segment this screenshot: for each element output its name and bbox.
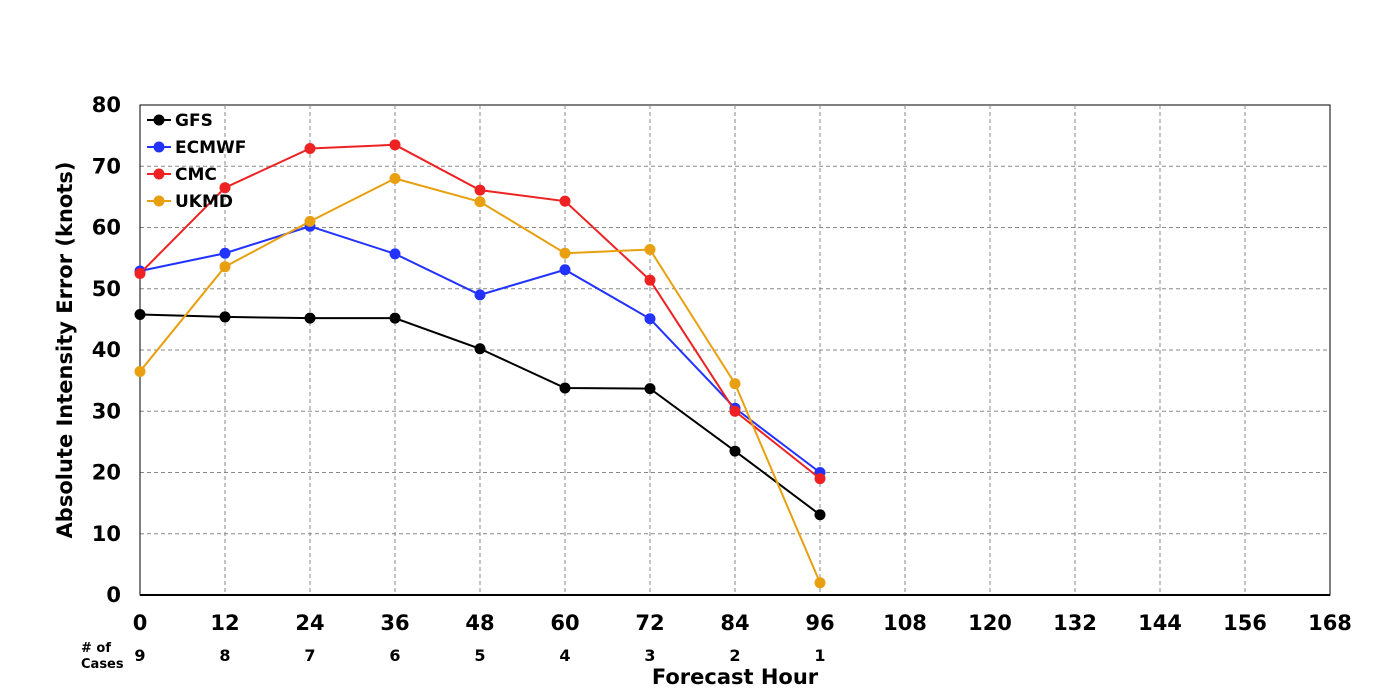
- cases-count: 4: [559, 646, 570, 665]
- data-point-gfs: [304, 312, 316, 324]
- y-axis-title: Absolute Intensity Error (knots): [53, 162, 77, 539]
- series-gfs: [134, 308, 826, 521]
- data-point-gfs: [644, 383, 656, 395]
- y-tick-label: 60: [92, 216, 121, 240]
- x-tick-labels: 0 12 24 36 48 60 72 84 96 108 120 132 144 156 168: [133, 611, 1352, 635]
- cases-row: # of Cases 9 8 7 6 5 4 3 2 1: [81, 641, 826, 672]
- data-point-cmc: [304, 142, 316, 154]
- cases-label-line1: # of: [81, 641, 111, 656]
- x-tick-label: 60: [550, 611, 579, 635]
- x-axis-title: Forecast Hour: [652, 665, 819, 689]
- x-tick-label: 120: [968, 611, 1012, 635]
- y-tick-labels: 0 10 20 30 40 50 60 70 80: [92, 93, 121, 607]
- data-point-cmc: [134, 267, 146, 279]
- data-point-gfs: [389, 312, 401, 324]
- data-point-ukmd: [559, 247, 571, 259]
- series-group: [134, 139, 826, 589]
- data-point-ukmd: [304, 215, 316, 227]
- data-point-gfs: [729, 445, 741, 457]
- data-point-gfs: [134, 308, 146, 320]
- cases-count: 8: [219, 646, 230, 665]
- x-tick-label: 36: [380, 611, 409, 635]
- data-point-ecmwf: [219, 247, 231, 259]
- legend-label-ukmd: UKMD: [175, 192, 233, 212]
- x-tick-label: 108: [883, 611, 927, 635]
- cases-count: 2: [729, 646, 740, 665]
- data-point-ukmd: [389, 173, 401, 184]
- legend-item-gfs: GFS: [147, 111, 213, 131]
- data-point-ukmd: [729, 378, 741, 390]
- legend-marker-cmc: [153, 168, 165, 180]
- y-tick-label: 50: [92, 277, 121, 301]
- y-tick-label: 70: [92, 154, 121, 178]
- legend-item-cmc: CMC: [147, 165, 217, 185]
- cases-count: 9: [134, 646, 145, 665]
- y-tick-label: 80: [92, 93, 121, 117]
- data-point-cmc: [389, 139, 401, 151]
- x-tick-label: 48: [465, 611, 494, 635]
- data-point-ukmd: [134, 365, 146, 377]
- legend-label-gfs: GFS: [175, 111, 213, 131]
- x-tick-label: 96: [805, 611, 834, 635]
- data-point-cmc: [219, 182, 231, 194]
- y-tick-label: 30: [92, 399, 121, 423]
- cases-count: 6: [389, 646, 400, 665]
- data-point-ukmd: [474, 196, 486, 208]
- data-point-ukmd: [219, 261, 231, 273]
- legend-marker-gfs: [153, 114, 165, 126]
- data-point-cmc: [729, 405, 741, 417]
- data-point-cmc: [474, 184, 486, 196]
- x-tick-label: 24: [295, 611, 324, 635]
- x-tick-label: 72: [635, 611, 664, 635]
- legend-label-cmc: CMC: [175, 165, 217, 185]
- x-tick-label: 84: [720, 611, 749, 635]
- y-tick-label: 40: [92, 338, 121, 362]
- legend-marker-ukmd: [153, 195, 165, 207]
- data-point-gfs: [814, 509, 826, 521]
- y-tick-label: 20: [92, 461, 121, 485]
- y-tick-label: 0: [106, 583, 121, 607]
- series-ukmd: [134, 173, 826, 589]
- legend-label-ecmwf: ECMWF: [175, 138, 246, 158]
- data-point-gfs: [219, 311, 231, 323]
- x-tick-label: 168: [1308, 611, 1352, 635]
- data-point-cmc: [644, 274, 656, 286]
- data-point-ukmd: [644, 244, 656, 256]
- cases-label-line2: Cases: [81, 657, 124, 672]
- cases-count: 5: [474, 646, 485, 665]
- cases-count: 3: [644, 646, 655, 665]
- legend-item-ukmd: UKMD: [147, 192, 233, 212]
- data-point-ecmwf: [474, 289, 486, 301]
- legend-item-ecmwf: ECMWF: [147, 138, 246, 158]
- data-point-ukmd: [814, 577, 826, 589]
- legend: GFS ECMWF CMC UKMD: [147, 111, 246, 212]
- cases-count: 7: [304, 646, 315, 665]
- grid: [140, 105, 1330, 595]
- x-tick-label: 12: [210, 611, 239, 635]
- series-cmc: [134, 139, 826, 485]
- x-tick-label: 132: [1053, 611, 1097, 635]
- data-point-ecmwf: [644, 313, 656, 325]
- data-point-ecmwf: [559, 264, 571, 276]
- data-point-cmc: [559, 195, 571, 207]
- data-point-ecmwf: [389, 248, 401, 260]
- legend-marker-ecmwf: [153, 141, 165, 153]
- data-point-cmc: [814, 473, 826, 485]
- data-point-gfs: [559, 382, 571, 394]
- cases-count: 1: [814, 646, 825, 665]
- x-tick-label: 0: [133, 611, 148, 635]
- x-tick-label: 144: [1138, 611, 1182, 635]
- x-tick-label: 156: [1223, 611, 1267, 635]
- y-tick-label: 10: [92, 522, 121, 546]
- data-point-gfs: [474, 343, 486, 355]
